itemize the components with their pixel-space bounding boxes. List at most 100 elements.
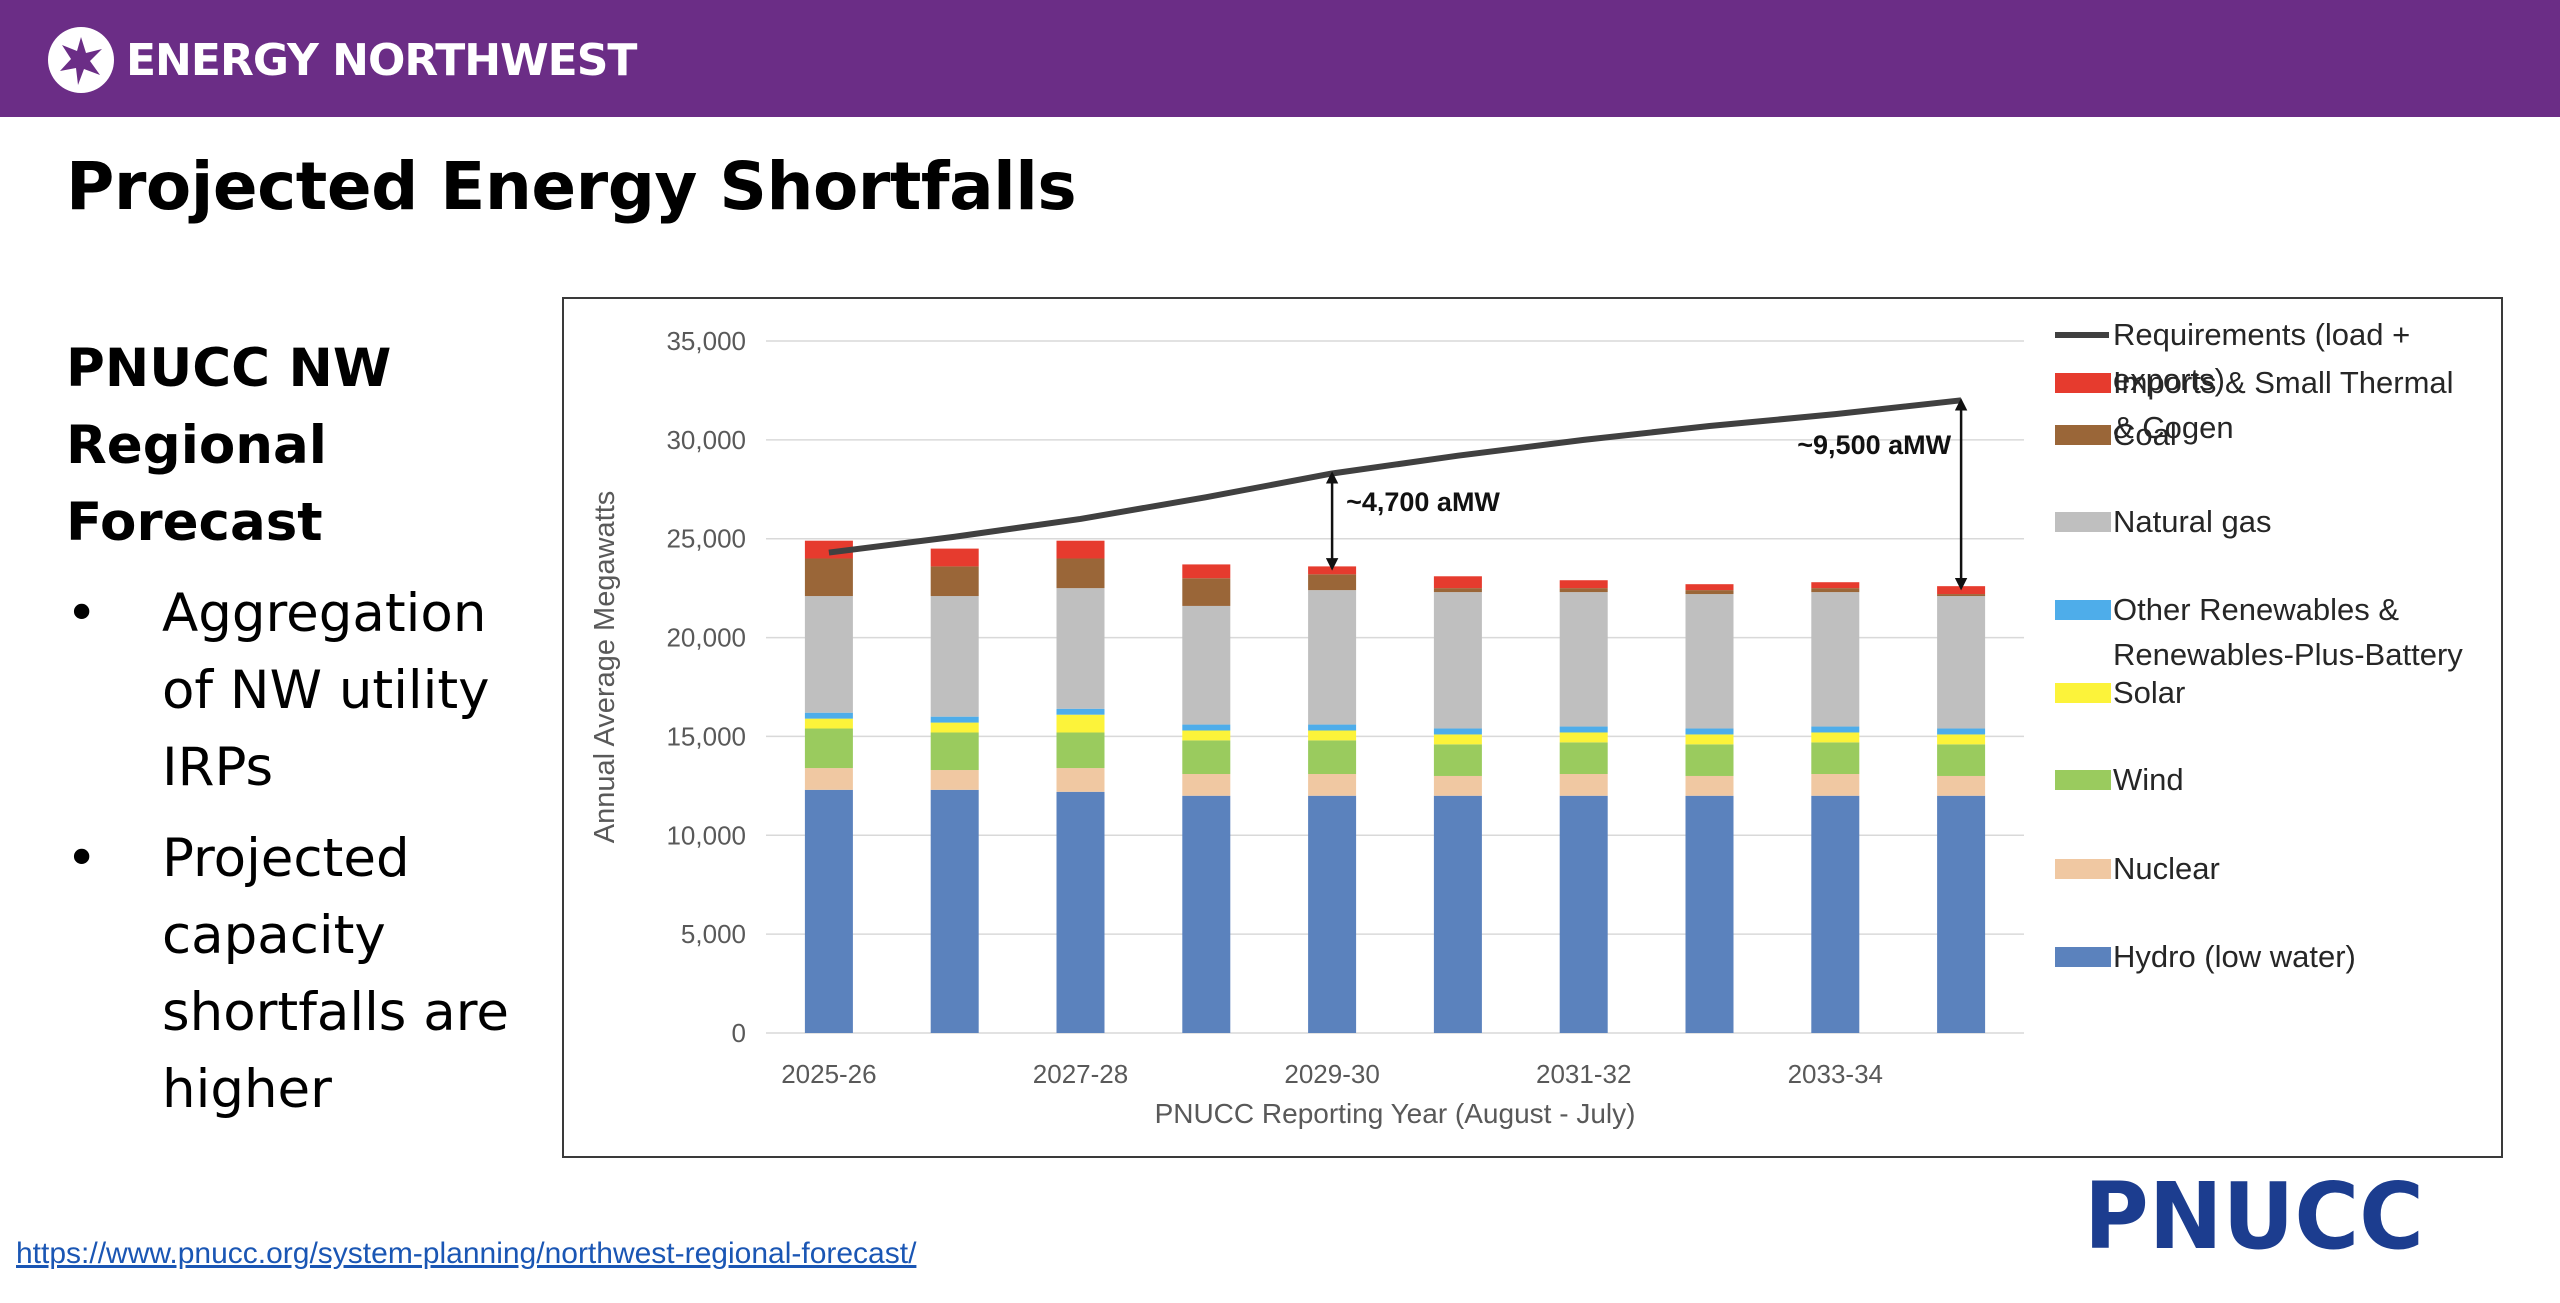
legend-label: Hydro (low water) (2113, 939, 2356, 974)
x-tick-label: 2033-34 (1788, 1059, 1883, 1089)
bar-segment (1937, 728, 1986, 735)
bar-segment (1308, 795, 1357, 1033)
bar-segment (1056, 558, 1105, 589)
bullet-line: Aggregation (162, 583, 487, 644)
y-axis-title: Annual Average Megawatts (589, 491, 621, 844)
bar-segment (1308, 574, 1357, 591)
bar-segment (1937, 744, 1986, 776)
y-tick-label: 10,000 (666, 820, 746, 850)
bar-segment (1811, 795, 1860, 1033)
requirements-line (828, 397, 1962, 556)
legend-label: exports) (2113, 362, 2225, 397)
y-tick-label: 20,000 (666, 623, 746, 653)
pnucc-logo-text: PNUCC (2084, 1163, 2424, 1260)
legend-label: Wind (2113, 762, 2184, 797)
bar-segment (930, 566, 979, 597)
bar-segment (1559, 742, 1608, 774)
bar-segment (804, 558, 853, 597)
energy-northwest-logo[interactable]: ENERGY NORTHWEST (48, 26, 637, 94)
legend-label: Coal (2113, 417, 2177, 452)
bar-segment (1811, 726, 1860, 733)
source-link[interactable]: https://www.pnucc.org/system-planning/no… (16, 1237, 917, 1270)
bar-segment (1182, 564, 1231, 579)
legend-label: & Cogen (2113, 410, 2234, 445)
bar-segment (1685, 775, 1734, 796)
bar-segment (1433, 795, 1482, 1033)
legend-label: Requirements (load + (2113, 317, 2410, 352)
bar-segment (1937, 594, 1986, 597)
bar-segment (1433, 744, 1482, 776)
bar-segment (1182, 605, 1231, 725)
bar-segment (1056, 791, 1105, 1033)
bar-segment (930, 596, 979, 717)
x-tick-label: 2025-26 (781, 1059, 876, 1089)
pnucc-logo: PNUCC (2084, 1160, 2424, 1270)
bullet-marker: • (66, 828, 98, 889)
bullet-line: shortfalls are (162, 982, 509, 1043)
bar-segment (804, 789, 853, 1033)
bar-segment (1811, 773, 1860, 796)
bar-segment (1056, 588, 1105, 709)
bullet-line: higher (162, 1059, 332, 1120)
bar-segment (1308, 724, 1357, 731)
bar-segment (930, 732, 979, 771)
bar-segment (930, 722, 979, 733)
bullet-line: IRPs (162, 737, 274, 798)
legend-swatch (2055, 512, 2111, 532)
legend-swatch (2055, 859, 2111, 879)
bar-segment (930, 548, 979, 567)
bar-segment (1182, 795, 1231, 1033)
bullet-line: Projected (162, 828, 410, 889)
header-bar: ENERGY NORTHWEST (0, 0, 2560, 117)
bar-segment (930, 716, 979, 723)
subtitle-line: PNUCC NW (66, 338, 392, 399)
bar-segment (1685, 795, 1734, 1033)
bar-segment (1433, 576, 1482, 589)
legend-label: Natural gas (2113, 504, 2272, 539)
bar-segment (804, 596, 853, 713)
bullet-item: • Projected capacity shortfalls are high… (66, 820, 526, 1128)
bar-segment (1308, 590, 1357, 725)
bar-segment (1811, 588, 1860, 593)
bar-segment (1056, 732, 1105, 769)
bar-segment (1559, 732, 1608, 743)
section-subtitle: PNUCC NW Regional Forecast (66, 330, 546, 561)
brand-name: ENERGY NORTHWEST (126, 34, 637, 86)
bar-segment (1308, 773, 1357, 796)
legend-swatch (2055, 425, 2111, 445)
legend-swatch (2055, 600, 2111, 620)
bar-segment (1937, 586, 1986, 595)
bar-segment (1937, 596, 1986, 729)
bullet-marker: • (66, 583, 98, 644)
legend-swatch (2055, 770, 2111, 790)
bar-segment (804, 728, 853, 769)
x-tick-label: 2027-28 (1033, 1059, 1128, 1089)
y-tick-label: 25,000 (666, 524, 746, 554)
y-tick-label: 30,000 (666, 425, 746, 455)
bullet-text: Aggregation of NW utility IRPs (162, 575, 490, 806)
bar-segment (1308, 566, 1357, 575)
bar-segment (1182, 578, 1231, 606)
star-logo-icon (48, 27, 114, 93)
bar-segment (1182, 730, 1231, 741)
bar-segment (1811, 742, 1860, 774)
bar-segment (1433, 734, 1482, 745)
y-tick-label: 35,000 (666, 326, 746, 356)
bar-segment (1685, 584, 1734, 591)
bar-segment (1811, 582, 1860, 589)
bar-segment (1056, 708, 1105, 715)
bar-segment (1685, 734, 1734, 745)
bullet-line: of NW utility (162, 660, 490, 721)
bar-segment (1937, 734, 1986, 745)
bar-segment (1685, 590, 1734, 595)
x-tick-label: 2031-32 (1536, 1059, 1631, 1089)
bar-segment (1433, 592, 1482, 729)
bar-segment (1182, 740, 1231, 774)
bar-segment (1559, 592, 1608, 727)
bar-segment (1308, 740, 1357, 774)
bullet-item: • Aggregation of NW utility IRPs (66, 575, 526, 806)
bar-segment (1559, 773, 1608, 796)
bar-segment (804, 712, 853, 719)
bar-segment (804, 768, 853, 790)
bar-segment (1811, 592, 1860, 727)
